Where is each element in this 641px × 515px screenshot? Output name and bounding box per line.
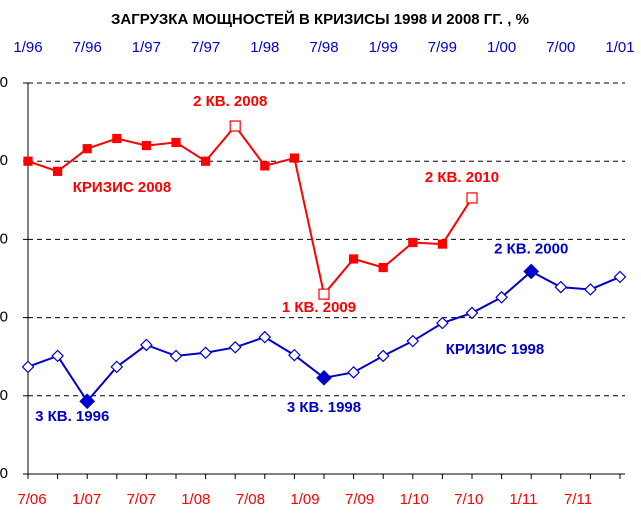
point bbox=[199, 346, 212, 360]
top-tick-label: 1/99 bbox=[369, 39, 398, 56]
point bbox=[289, 153, 299, 163]
point bbox=[523, 263, 540, 280]
top-tick-label: 1/96 bbox=[13, 39, 42, 56]
point bbox=[316, 369, 332, 386]
annotation: 3 КВ. 1998 bbox=[287, 399, 361, 416]
point bbox=[51, 349, 64, 363]
top-tick-label: 7/00 bbox=[546, 39, 575, 56]
point bbox=[79, 393, 96, 410]
point bbox=[169, 349, 183, 363]
point bbox=[140, 338, 153, 352]
point bbox=[408, 237, 418, 248]
bottom-tick-label: 7/10 bbox=[454, 491, 483, 508]
point bbox=[141, 140, 151, 151]
bottom-tick-label: 7/11 bbox=[564, 491, 592, 508]
point bbox=[171, 137, 181, 148]
point bbox=[228, 340, 242, 354]
bottom-tick-label: 1/07 bbox=[72, 491, 101, 508]
top-tick-label: 1/01 bbox=[605, 39, 634, 56]
annotation: 2 КВ. 2010 bbox=[425, 169, 499, 186]
annotation: 2 КВ. 2000 bbox=[494, 240, 568, 257]
bottom-tick-label: 1/08 bbox=[181, 491, 210, 508]
point bbox=[584, 283, 597, 296]
series-label: КРИЗИС 2008 bbox=[73, 179, 172, 196]
point bbox=[437, 239, 447, 249]
point bbox=[112, 133, 122, 144]
point bbox=[347, 365, 360, 379]
annotation: 1 КВ. 2009 bbox=[282, 299, 356, 316]
point bbox=[318, 288, 330, 300]
point bbox=[378, 262, 388, 273]
point bbox=[258, 330, 272, 344]
bottom-tick-label: 7/08 bbox=[236, 491, 265, 508]
series-line bbox=[27, 124, 473, 297]
bottom-tick-label: 1/11 bbox=[509, 491, 537, 508]
point bbox=[260, 161, 270, 171]
point bbox=[613, 270, 627, 284]
bottom-tick-label: 7/07 bbox=[127, 491, 156, 508]
point bbox=[52, 166, 63, 176]
annotation: 2 КВ. 2008 bbox=[193, 93, 267, 110]
bottom-tick-label: 7/09 bbox=[345, 491, 374, 508]
point bbox=[21, 360, 35, 374]
point bbox=[110, 360, 124, 374]
bottom-tick-label: 1/10 bbox=[400, 491, 429, 508]
point bbox=[495, 290, 508, 304]
top-tick-label: 1/97 bbox=[132, 39, 161, 56]
point bbox=[406, 334, 420, 348]
point bbox=[465, 306, 479, 320]
point bbox=[23, 156, 33, 166]
y-tick-label: 80 bbox=[0, 152, 8, 169]
bottom-tick-label: 7/06 bbox=[17, 491, 46, 508]
point bbox=[288, 348, 301, 362]
point bbox=[466, 192, 478, 204]
point bbox=[554, 280, 568, 294]
top-tick-label: 7/98 bbox=[309, 39, 338, 56]
top-tick-label: 7/96 bbox=[73, 39, 102, 56]
point bbox=[436, 316, 449, 330]
top-tick-label: 1/00 bbox=[487, 39, 516, 56]
point bbox=[349, 254, 359, 264]
top-tick-label: 7/97 bbox=[191, 39, 220, 56]
point bbox=[229, 120, 241, 132]
top-tick-label: 7/99 bbox=[428, 39, 457, 56]
point bbox=[201, 156, 211, 166]
y-tick-label: 40 bbox=[0, 465, 8, 482]
point bbox=[376, 349, 390, 363]
y-tick-label: 60 bbox=[0, 309, 8, 326]
top-tick-label: 1/98 bbox=[250, 39, 279, 56]
series-label: КРИЗИС 1998 bbox=[446, 341, 545, 358]
point bbox=[82, 144, 92, 154]
annotation: 3 КВ. 1996 bbox=[35, 408, 109, 425]
y-tick-label: 90 bbox=[0, 74, 8, 91]
y-tick-label: 70 bbox=[0, 230, 8, 247]
bottom-tick-label: 1/09 bbox=[290, 491, 319, 508]
y-tick-label: 50 bbox=[0, 387, 8, 404]
chart-title: ЗАГРУЗКА МОЩНОСТЕЙ В КРИЗИСЫ 1998 И 2008… bbox=[111, 10, 529, 28]
